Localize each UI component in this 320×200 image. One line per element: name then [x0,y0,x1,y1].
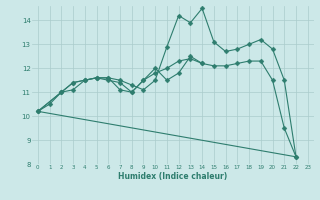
X-axis label: Humidex (Indice chaleur): Humidex (Indice chaleur) [118,172,228,181]
